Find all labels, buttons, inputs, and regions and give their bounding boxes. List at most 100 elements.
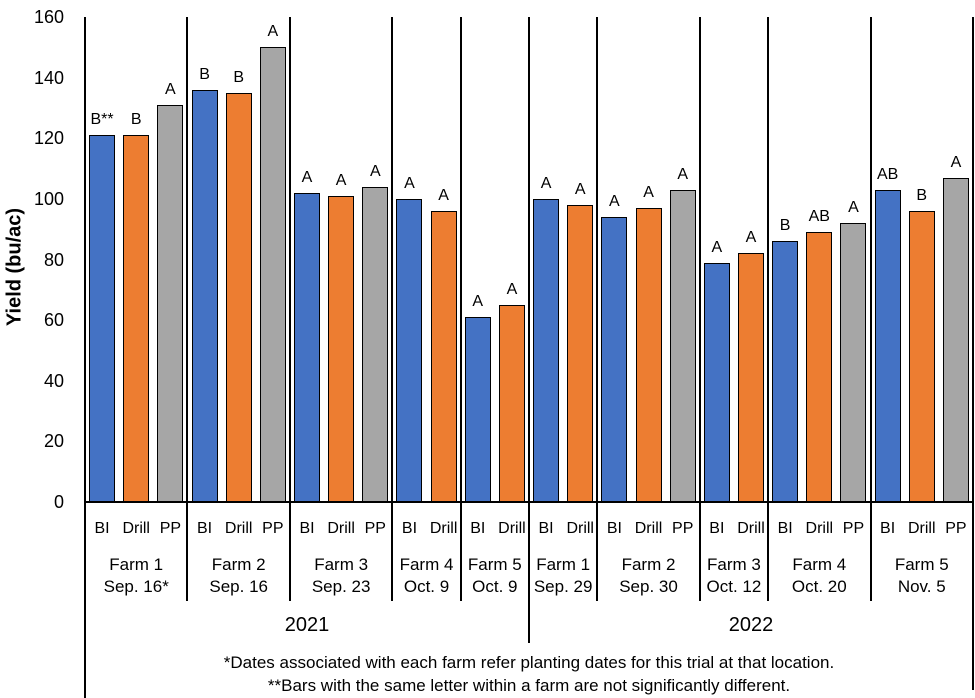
- footnote-significance: **Bars with the same letter within a far…: [267, 676, 791, 695]
- bar-farm-1-2021-pp: [157, 104, 184, 502]
- bar-farm-2-2022-bi: [601, 217, 628, 502]
- bar-farm-2-2022-pp: [669, 189, 696, 502]
- significance-letter: A: [848, 199, 859, 217]
- significance-letter: A: [472, 293, 484, 311]
- farm-date-farm-4-2021: Oct. 9: [403, 577, 450, 596]
- significance-letter: A: [301, 168, 313, 186]
- bar-farm-5-2022-pp: [942, 177, 969, 502]
- treatment-label: Drill: [224, 520, 253, 537]
- farm-date-farm-2-2021: Sep. 16: [209, 577, 268, 596]
- bar-farm-5-2022-bi: [874, 189, 901, 502]
- farm-date-farm-1-2021: Sep. 16*: [103, 577, 169, 596]
- bar-farm-3-2021-drill: [328, 195, 355, 502]
- y-tick-label: 140: [33, 67, 64, 88]
- farm-label-farm-1-2022: Farm 1: [536, 555, 591, 574]
- treatment-label: BI: [538, 520, 554, 537]
- treatment-label: BI: [299, 520, 315, 537]
- treatment-label: PP: [262, 520, 284, 537]
- significance-letter: A: [574, 180, 586, 198]
- bar-farm-3-2021-bi: [294, 192, 320, 502]
- bar-farm-5-2021-bi: [464, 317, 491, 502]
- significance-letter: A: [540, 174, 552, 192]
- treatment-label: Drill: [737, 520, 765, 537]
- farm-date-farm-4-2022: Oct. 20: [791, 577, 847, 596]
- bar-farm-4-2022-drill: [806, 232, 833, 502]
- farm-label-farm-2-2021: Farm 2: [211, 555, 266, 574]
- treatment-label: PP: [672, 520, 694, 537]
- farm-date-farm-3-2022: Oct. 12: [706, 577, 762, 596]
- farm-label-farm-5-2021: Farm 5: [467, 555, 522, 574]
- significance-letter: A: [609, 193, 620, 211]
- farm-label-farm-4-2021: Farm 4: [399, 555, 454, 574]
- treatment-label: BI: [94, 520, 110, 537]
- treatment-label: Drill: [907, 520, 936, 537]
- y-tick-label: 40: [43, 370, 64, 391]
- treatment-label: PP: [159, 520, 182, 537]
- significance-letter: AB: [808, 208, 830, 226]
- y-tick-label: 100: [33, 188, 64, 209]
- significance-letter: AB: [876, 165, 899, 183]
- treatment-label: Drill: [498, 520, 526, 537]
- significance-letter: A: [643, 183, 654, 201]
- significance-letter: B: [916, 187, 928, 204]
- farm-date-farm-5-2021: Oct. 9: [472, 577, 518, 596]
- significance-letter: B: [233, 68, 245, 86]
- footnotes: *Dates associated with each farm refer p…: [85, 651, 973, 697]
- significance-letter: A: [506, 280, 518, 298]
- significance-letter: B: [199, 65, 210, 83]
- farm-label-farm-5-2022: Farm 5: [894, 555, 949, 574]
- treatment-label: BI: [709, 520, 725, 537]
- group-separator-line: [767, 17, 770, 601]
- treatment-label: Drill: [429, 520, 458, 537]
- group-separator-line: [698, 17, 701, 601]
- year-label-2021: 2021: [284, 614, 330, 636]
- y-tick-label: 80: [43, 249, 64, 270]
- bar-farm-1-2022-drill: [567, 204, 594, 502]
- bar-farm-4-2021-drill: [430, 211, 457, 502]
- treatment-label: BI: [880, 520, 896, 537]
- significance-letter: A: [745, 229, 757, 247]
- farm-label-farm-2-2022: Farm 2: [621, 555, 676, 574]
- bar-farm-3-2021-pp: [362, 186, 389, 502]
- y-tick-label: 60: [43, 310, 64, 331]
- group-separator-line: [459, 17, 462, 601]
- y-tick-label: 120: [33, 128, 64, 149]
- y-tick-label: 0: [53, 492, 64, 512]
- bar-farm-4-2021-bi: [396, 198, 423, 502]
- treatment-label: BI: [470, 520, 486, 537]
- bar-farm-4-2022-bi: [772, 241, 799, 502]
- significance-letter: A: [438, 187, 449, 204]
- significance-letter: B**: [90, 111, 114, 129]
- year-separator-line: [528, 17, 530, 643]
- treatment-label: BI: [401, 520, 418, 537]
- treatment-label: BI: [606, 520, 622, 537]
- group-separator-line: [391, 17, 394, 601]
- group-separator-line: [288, 17, 291, 601]
- x-axis-baseline: [84, 501, 973, 503]
- treatment-label: Drill: [634, 520, 663, 537]
- bar-farm-2-2021-bi: [191, 89, 218, 502]
- treatment-label: PP: [842, 520, 865, 537]
- significance-letter: A: [404, 174, 415, 192]
- significance-letter: A: [950, 153, 962, 171]
- significance-letter: A: [335, 171, 347, 189]
- treatment-label: Drill: [122, 520, 150, 537]
- year-label-2022: 2022: [728, 614, 774, 636]
- chart-right-border: [972, 17, 974, 690]
- significance-letter: A: [369, 162, 381, 180]
- y-axis-line: [84, 17, 86, 698]
- significance-letter: A: [267, 23, 279, 41]
- footnote-planting-dates: *Dates associated with each farm refer p…: [223, 653, 835, 672]
- y-tick-label: 160: [33, 7, 64, 27]
- farm-date-farm-1-2022: Sep. 29: [533, 577, 593, 596]
- bar-farm-3-2022-drill: [738, 253, 764, 502]
- bar-farm-5-2022-drill: [908, 211, 935, 502]
- treatment-label: BI: [196, 520, 213, 537]
- bar-farm-1-2022-bi: [533, 198, 560, 502]
- bar-farm-5-2021-drill: [498, 304, 525, 502]
- bar-farm-2-2022-drill: [635, 207, 662, 502]
- bar-farm-2-2021-drill: [225, 92, 252, 502]
- treatment-label: Drill: [327, 520, 355, 537]
